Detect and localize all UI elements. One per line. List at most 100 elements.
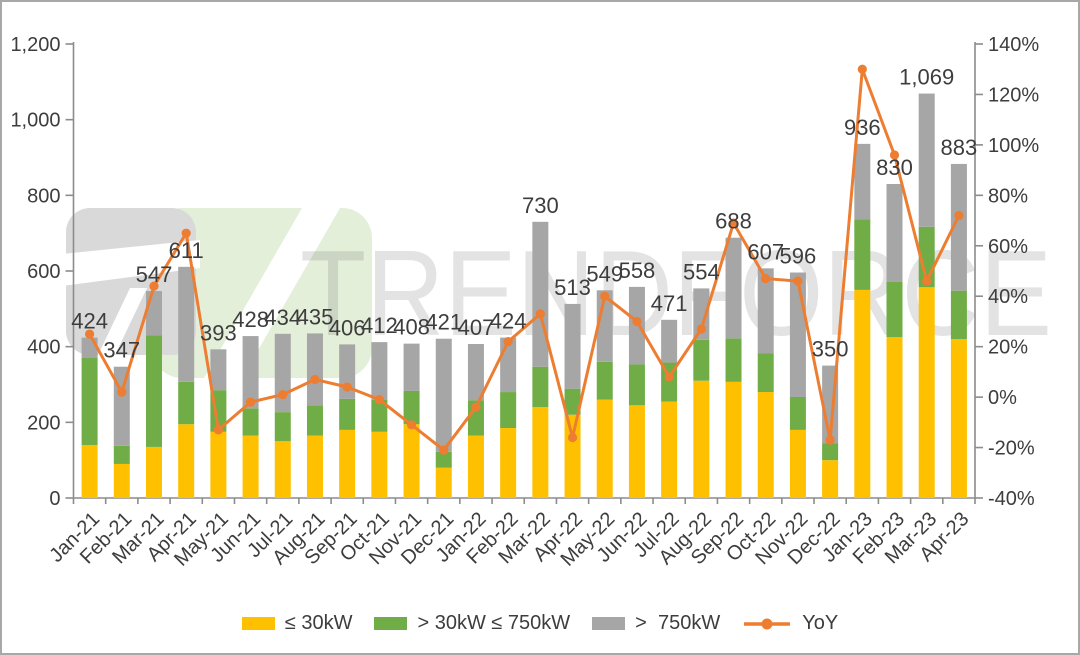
yoy-point [922, 276, 932, 286]
yoy-point [245, 397, 256, 407]
right-axis-tick-label: 140% [988, 34, 1039, 56]
yoy-point [342, 382, 352, 392]
legend-label-yoy: YoY [802, 612, 839, 634]
bar-segment-2 [467, 344, 484, 401]
right-axis-tick-label: -20% [988, 438, 1035, 460]
yoy-point [889, 150, 900, 160]
bar-total-label: 347 [103, 338, 140, 363]
bar-value-labels: 4243475476113934284344354064124084214074… [71, 65, 977, 363]
bar-segment-2 [725, 237, 742, 339]
bar-segment-1 [693, 339, 710, 381]
bar-total-label: 428 [232, 307, 269, 332]
bar-total-label: 549 [586, 261, 623, 286]
bar-segment-0 [145, 446, 162, 498]
bar-segment-2 [789, 272, 806, 397]
bar-segment-0 [757, 392, 774, 498]
bar-segment-0 [274, 441, 291, 498]
yoy-point [696, 324, 706, 334]
legend-item-gt750kw: > 750kW [592, 612, 720, 635]
bar-segment-1 [81, 358, 98, 446]
yoy-point [310, 374, 320, 385]
bar-segment-0 [242, 435, 259, 498]
bar-segment-0 [693, 380, 710, 498]
yoy-point [84, 329, 95, 339]
yoy-point [439, 445, 449, 455]
x-axis: Jan-21Feb-21Mar-21Apr-21May-21Jun-21Jul-… [45, 497, 976, 571]
bar-segment-0 [178, 424, 195, 498]
yoy-point [374, 395, 384, 405]
bar-segment-2 [242, 336, 259, 409]
bar-total-label: 554 [683, 259, 720, 284]
yoy-point [600, 291, 610, 301]
yoy-point [406, 420, 417, 430]
yoy-point [632, 316, 642, 327]
bar-segment-0 [854, 289, 871, 498]
bar-segment-2 [854, 143, 871, 220]
bar-segment-0 [467, 435, 484, 498]
bar-segment-0 [918, 287, 935, 498]
yoy-point [213, 425, 223, 435]
bar-segment-2 [371, 342, 388, 400]
left-axis-tick-label: 0 [49, 488, 60, 510]
legend-item-yoy: YoY [742, 612, 838, 635]
yoy-point [664, 372, 674, 382]
legend-label-le30kw: ≤ 30kW [284, 612, 353, 634]
left-axis-tick-label: 600 [27, 261, 60, 283]
bar-segment-1 [757, 353, 774, 393]
bar-segment-1 [789, 396, 806, 430]
bar-segment-1 [950, 290, 967, 340]
bar-segment-2 [950, 163, 967, 291]
bar-segment-2 [661, 319, 678, 363]
bar-segment-1 [242, 408, 259, 436]
bar-total-label: 434 [264, 305, 301, 330]
bar-total-label: 558 [619, 258, 656, 283]
right-axis-tick-label: 100% [988, 135, 1039, 157]
bar-segment-2 [564, 303, 581, 389]
bar-segment-2 [274, 333, 291, 413]
bar-segment-2 [210, 349, 227, 391]
bar-segment-0 [628, 405, 645, 498]
bar-total-label: 408 [393, 315, 430, 340]
yoy-series [84, 64, 964, 455]
left-axis: 0 200 400 600 800 1,000 1,200 [10, 34, 75, 510]
bar-total-label: 424 [490, 309, 527, 334]
bar-segment-0 [886, 337, 903, 498]
yoy-point [149, 281, 159, 291]
yoy-point [181, 228, 191, 238]
bar-segment-2 [403, 343, 420, 391]
bar-total-label: 393 [200, 320, 237, 345]
bars-group [81, 93, 967, 498]
bar-total-label: 407 [458, 315, 495, 340]
bar-segment-1 [178, 381, 195, 425]
bar-total-label: 412 [361, 313, 398, 338]
yoy-point [567, 432, 578, 443]
bar-segment-1 [886, 281, 903, 338]
bar-segment-2 [886, 183, 903, 282]
bar-total-label: 421 [425, 310, 462, 335]
bar-segment-2 [306, 333, 323, 406]
right-axis-tick-label: 60% [988, 236, 1028, 258]
left-axis-tick-label: 400 [27, 337, 60, 359]
bar-segment-1 [532, 366, 549, 408]
bar-segment-1 [822, 443, 839, 461]
bar-segment-2 [145, 291, 162, 336]
right-axis: -40% -20% 0% 20% 40% 60% 80% 100% 120% 140% [974, 34, 1039, 510]
legend-swatch-30to750kw-icon [374, 617, 408, 630]
bar-segment-0 [81, 445, 98, 498]
legend-swatch-le30kw-icon [241, 617, 275, 630]
bar-segment-1 [854, 219, 871, 290]
bar-total-label: 883 [941, 135, 978, 160]
bar-segment-1 [435, 451, 452, 468]
right-axis-tick-label: 120% [988, 84, 1039, 106]
bar-segment-0 [564, 414, 581, 498]
yoy-point [728, 218, 739, 228]
bar-segment-1 [628, 364, 645, 406]
chart-legend: ≤ 30kW > 30kW ≤ 750kW > 750kW YoY [2, 612, 1078, 635]
bar-segment-1 [725, 338, 742, 382]
bar-segment-2 [918, 93, 935, 227]
bar-total-label: 607 [747, 239, 784, 264]
bar-total-label: 936 [844, 115, 881, 140]
right-axis-tick-label: 80% [988, 185, 1028, 207]
bar-segment-2 [81, 337, 98, 359]
